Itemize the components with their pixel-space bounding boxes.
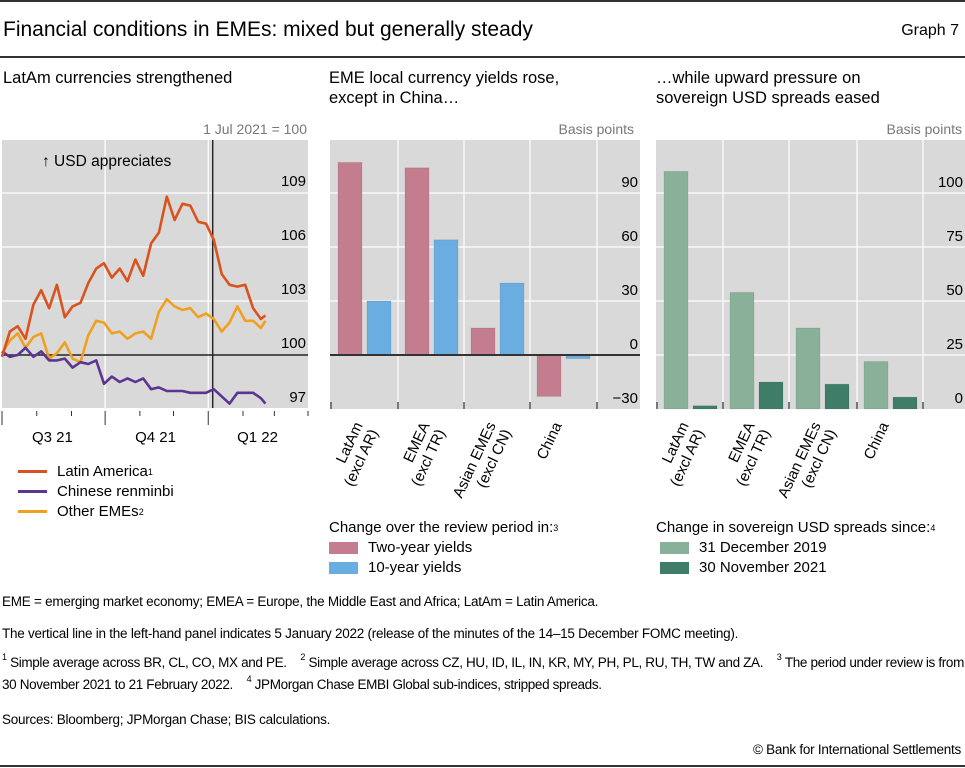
right-panel-title: …while upward pressure on sovereign USD … xyxy=(656,68,880,108)
legend-label: Latin America xyxy=(57,463,148,480)
legend-swatch-ten-year xyxy=(329,561,358,574)
bar-two-year-yields xyxy=(470,327,496,356)
legend-item-two-year: Two-year yields xyxy=(329,539,472,556)
x-tick-label: Q1 22 xyxy=(237,429,278,446)
plot-background xyxy=(330,140,640,409)
legend-label: Two-year yields xyxy=(368,539,473,556)
x-category-label: LatAm(excl AR) xyxy=(652,420,709,490)
bar-dec-2019 xyxy=(729,291,755,410)
bar-nov-2021 xyxy=(692,405,718,410)
page-title: Financial conditions in EMEs: mixed but … xyxy=(3,18,533,41)
legend-label: 31 December 2019 xyxy=(699,539,827,556)
legend-item-nov-2021: 30 November 2021 xyxy=(660,559,827,576)
legend-item-other-emes: Other EMEs 2 xyxy=(18,503,144,520)
y-tick-label: 25 xyxy=(946,336,963,353)
right-legend-title: Change in sovereign USD spreads since: 4 xyxy=(656,519,936,536)
bar-10-year-yields xyxy=(366,300,392,356)
y-tick-label: 0 xyxy=(630,336,638,353)
top-rule xyxy=(0,0,965,2)
y-tick-label: −30 xyxy=(613,390,638,407)
bar-dec-2019 xyxy=(863,360,889,410)
y-tick-label: 97 xyxy=(289,389,306,406)
x-tick-label: Q4 21 xyxy=(135,429,176,446)
y-tick-label: 109 xyxy=(281,173,306,190)
legend-item-chinese-renminbi: Chinese renminbi xyxy=(18,483,174,500)
legend-item-dec-2019: 31 December 2019 xyxy=(660,539,827,556)
y-tick-label: 75 xyxy=(946,228,963,245)
y-tick-label: 60 xyxy=(621,228,638,245)
left-chart: 97 100 103 106 109 Q3 21 Q4 21 Q1 22 ↑ USD appre… xyxy=(0,140,309,446)
middle-chart: −30 0 30 60 90 LatAm(excl AR) EMEA(excl TR) Asi… xyxy=(326,140,640,508)
footnote-4: JPMorgan Chase EMBI Global sub-indices, … xyxy=(254,677,602,692)
left-unit-label: 1 Jul 2021 = 100 xyxy=(203,121,307,137)
x-category-label: EMEA(excl TR) xyxy=(393,420,449,489)
right-title-line1: …while upward pressure on xyxy=(656,69,861,87)
abbreviations-note: EME = emerging market economy; EMEA = Eu… xyxy=(2,594,599,609)
usd-appreciates-annotation: ↑ USD appreciates xyxy=(42,153,171,170)
series-line-chinese-renminbi xyxy=(1,346,267,405)
x-category-label: China xyxy=(861,419,893,462)
sources-note: Sources: Bloomberg; JPMorgan Chase; BIS … xyxy=(2,712,331,727)
middle-panel-title: EME local currency yields rose, except i… xyxy=(329,68,559,108)
y-tick-label: 103 xyxy=(281,281,306,298)
middle-legend-title: Change over the review period in: 3 xyxy=(329,519,559,536)
bar-two-year-yields xyxy=(536,354,562,397)
legend-line-latin-america xyxy=(18,470,47,473)
middle-title-line2: except in China… xyxy=(329,89,460,107)
copyright: © Bank for International Settlements xyxy=(752,742,961,757)
legend-item-ten-year: 10-year yields xyxy=(329,559,461,576)
y-tick-label: 0 xyxy=(955,390,963,407)
left-panel-title: LatAm currencies strengthened xyxy=(3,69,233,87)
bottom-rule xyxy=(0,765,965,767)
series-line-other-emes xyxy=(0,297,267,364)
y-tick-label: 90 xyxy=(621,174,638,191)
chart-canvas: 97 100 103 106 109 Q3 21 Q4 21 Q1 22 ↑ USD appre… xyxy=(0,140,965,508)
y-tick-label: 100 xyxy=(938,174,963,191)
legend-item-latin-america: Latin America 1 xyxy=(18,463,153,480)
bar-dec-2019 xyxy=(795,327,821,410)
x-category-label: Asian EMEs(excl CN) xyxy=(450,420,515,508)
y-tick-label: 106 xyxy=(281,227,306,244)
x-category-label: China xyxy=(534,419,566,462)
legend-line-renminbi xyxy=(18,490,47,493)
legend-swatch-dec-2019 xyxy=(660,541,689,554)
y-tick-label: 50 xyxy=(946,282,963,299)
bar-nov-2021 xyxy=(824,383,850,410)
bar-nov-2021 xyxy=(892,396,918,410)
middle-unit-label: Basis points xyxy=(558,121,634,137)
y-tick-label: 100 xyxy=(281,335,306,352)
legend-label: Chinese renminbi xyxy=(57,483,174,500)
legend-label: Other EMEs xyxy=(57,503,139,520)
right-chart: 0 25 50 75 100 LatAm(excl AR) EMEA(excl TR) Asi… xyxy=(652,140,965,508)
footnotes: 1 Simple average across BR, CL, CO, MX a… xyxy=(2,652,964,693)
bar-10-year-yields xyxy=(499,282,525,356)
legend-label: 30 November 2021 xyxy=(699,559,827,576)
bar-10-year-yields xyxy=(433,239,459,356)
bar-two-year-yields xyxy=(404,167,430,356)
x-category-label: LatAm(excl AR) xyxy=(326,420,383,490)
series-line-latin-america xyxy=(0,195,267,358)
x-tick-label: Q3 21 xyxy=(32,429,73,446)
vertical-line-note: The vertical line in the left-hand panel… xyxy=(2,626,739,641)
y-tick-label: 30 xyxy=(621,282,638,299)
bar-two-year-yields xyxy=(337,161,363,356)
middle-title-line1: EME local currency yields rose, xyxy=(329,69,560,87)
title-rule xyxy=(0,56,965,58)
legend-line-other-emes xyxy=(18,510,47,513)
footnote-3: The period under review is from 30 Novem… xyxy=(2,655,964,692)
x-category-label: Asian EMEs(excl CN) xyxy=(775,420,840,508)
bar-dec-2019 xyxy=(663,170,689,410)
footnote-1: Simple average across BR, CL, CO, MX and… xyxy=(10,655,287,670)
x-category-label: EMEA(excl TR) xyxy=(718,420,774,489)
legend-swatch-two-year xyxy=(329,541,358,554)
legend-label: 10-year yields xyxy=(368,559,462,576)
graph-number: Graph 7 xyxy=(901,22,959,39)
plot-background xyxy=(2,140,308,408)
legend-swatch-nov-2021 xyxy=(660,561,689,574)
footnote-2: Simple average across CZ, HU, ID, IL, IN… xyxy=(308,655,764,670)
right-title-line2: sovereign USD spreads eased xyxy=(656,89,880,107)
bar-nov-2021 xyxy=(758,381,784,410)
right-unit-label: Basis points xyxy=(886,121,962,137)
